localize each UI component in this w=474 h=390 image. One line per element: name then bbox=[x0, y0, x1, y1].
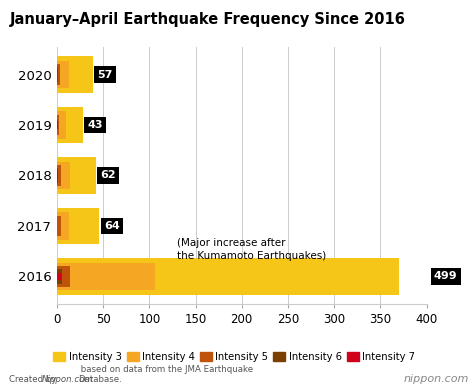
Text: Nippon.com: Nippon.com bbox=[42, 375, 93, 384]
Bar bbox=[57, 262, 155, 290]
Bar bbox=[57, 168, 58, 183]
Legend: Intensity 3, Intensity 4, Intensity 5, Intensity 6, Intensity 7: Intensity 3, Intensity 4, Intensity 5, I… bbox=[49, 348, 419, 366]
Bar bbox=[57, 269, 62, 284]
Bar bbox=[57, 212, 69, 240]
Bar bbox=[57, 165, 61, 186]
Bar bbox=[57, 258, 399, 294]
Text: Created by: Created by bbox=[9, 375, 60, 384]
Bar bbox=[57, 115, 59, 135]
Text: January–April Earthquake Frequency Since 2016: January–April Earthquake Frequency Since… bbox=[9, 12, 405, 27]
Bar bbox=[57, 266, 70, 287]
Bar bbox=[57, 157, 96, 194]
Bar bbox=[57, 67, 58, 82]
Bar bbox=[57, 64, 60, 85]
Bar bbox=[57, 208, 100, 244]
Bar bbox=[57, 111, 66, 139]
Text: 64: 64 bbox=[104, 221, 120, 231]
Text: based on data from the JMA Earthquake
Database.: based on data from the JMA Earthquake Da… bbox=[78, 365, 253, 384]
Bar bbox=[57, 61, 69, 89]
Bar bbox=[57, 273, 61, 280]
Bar bbox=[57, 161, 70, 190]
Bar bbox=[57, 121, 58, 129]
Text: 499: 499 bbox=[434, 271, 457, 282]
Text: 62: 62 bbox=[100, 170, 116, 181]
Text: 43: 43 bbox=[87, 120, 103, 130]
Bar bbox=[57, 107, 83, 143]
Text: nippon.com: nippon.com bbox=[404, 374, 469, 384]
Bar bbox=[57, 216, 61, 236]
Text: 57: 57 bbox=[98, 69, 113, 80]
Text: (Major increase after
the Kumamoto Earthquakes): (Major increase after the Kumamoto Earth… bbox=[177, 238, 326, 261]
Bar bbox=[57, 172, 58, 179]
Bar bbox=[57, 57, 93, 93]
